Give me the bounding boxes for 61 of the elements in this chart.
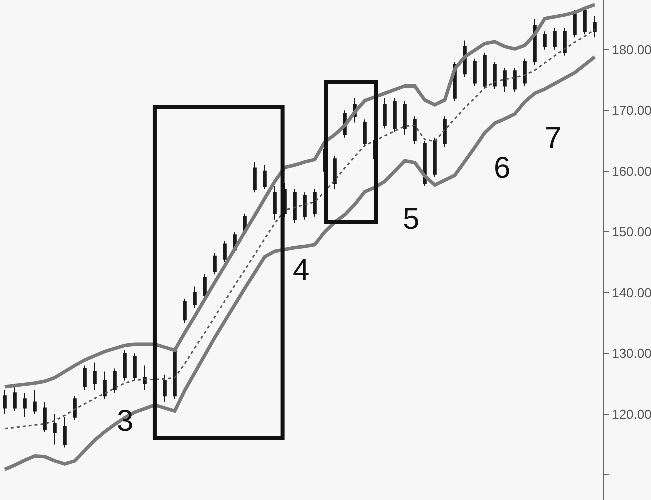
candlestick	[53, 414, 57, 446]
candlestick	[593, 16, 597, 38]
candlestick	[293, 189, 297, 224]
candlestick	[393, 98, 397, 132]
candlestick	[163, 374, 167, 403]
candlestick	[3, 390, 7, 415]
y-tick-label: 130.00	[612, 346, 651, 362]
y-tick-label: 150.00	[612, 224, 651, 240]
candlestick	[143, 365, 147, 391]
candlestick	[363, 119, 367, 148]
candlestick	[133, 353, 137, 382]
candlestick	[203, 274, 207, 300]
line-series	[3, 3, 597, 389]
candlestick	[223, 240, 227, 263]
y-tick-label: 140.00	[612, 285, 651, 300]
candlestick	[123, 350, 127, 382]
candlestick	[523, 58, 527, 87]
line-series	[4, 29, 596, 430]
candlestick	[403, 100, 407, 136]
candlestick	[193, 286, 197, 309]
candlestick	[63, 416, 67, 448]
y-tick-label: 160.00	[612, 164, 651, 179]
line-series	[3, 55, 597, 472]
candlestick	[273, 186, 277, 220]
candlestick	[503, 68, 507, 93]
candlestick	[263, 164, 267, 190]
candlestick	[443, 116, 447, 148]
candlestick	[543, 31, 547, 50]
candlestick	[313, 189, 317, 218]
candlestick	[113, 368, 117, 394]
y-tick-label: 120.00	[612, 406, 651, 422]
candlestick	[473, 58, 477, 87]
candlestick	[103, 371, 107, 400]
annotation: 7	[545, 122, 562, 155]
candlestick	[23, 392, 27, 418]
candlestick	[13, 386, 17, 412]
candlestick	[213, 252, 217, 276]
candlestick	[83, 365, 87, 391]
candlestick	[513, 68, 517, 93]
y-tick-label: 170.00	[612, 103, 651, 118]
candlestick	[483, 52, 487, 90]
candlestick	[93, 362, 97, 391]
candlestick	[433, 137, 437, 178]
candlestick	[573, 10, 577, 38]
candlestick	[553, 28, 557, 50]
annotation: 5	[403, 203, 420, 236]
candlestick	[383, 98, 387, 130]
candlestick	[33, 390, 37, 415]
annotation: 6	[494, 152, 511, 185]
candlestick	[303, 192, 307, 220]
candlestick	[413, 116, 417, 144]
candlestick	[183, 298, 187, 324]
candlestick	[73, 396, 77, 421]
candlestick	[563, 28, 567, 56]
candlestick	[253, 162, 257, 194]
y-tick-label: 180.00	[612, 42, 651, 58]
annotation: 4	[293, 254, 310, 287]
candlestick	[333, 156, 337, 190]
candlestick	[493, 61, 497, 90]
candlestick	[43, 402, 47, 434]
annotation: 3	[117, 405, 134, 438]
